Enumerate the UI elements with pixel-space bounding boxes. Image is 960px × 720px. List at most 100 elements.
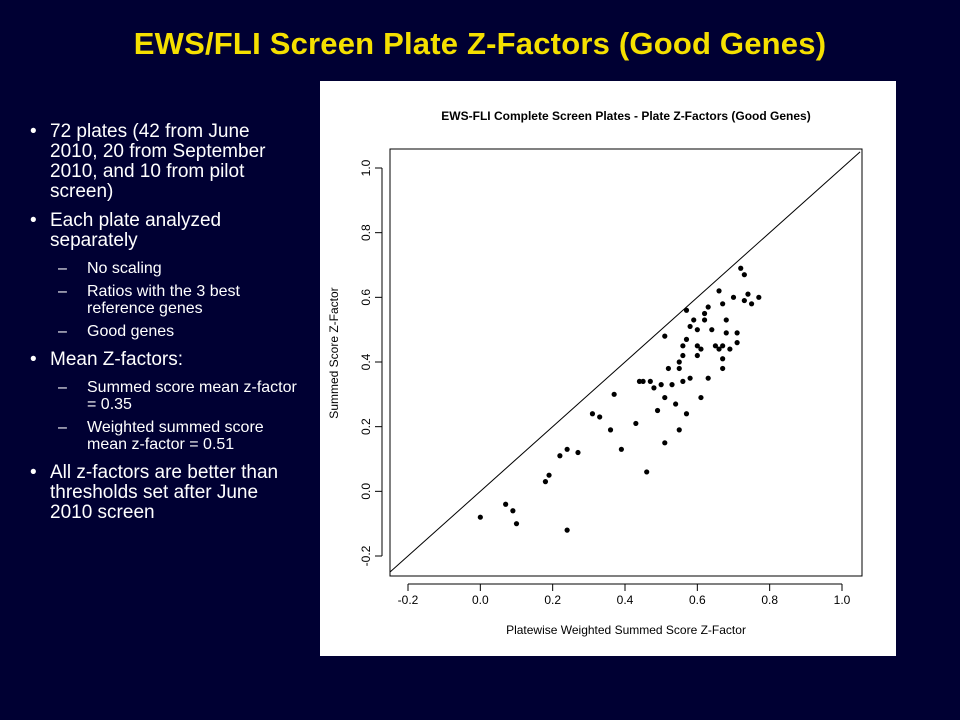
data-point bbox=[687, 323, 693, 330]
data-point bbox=[546, 472, 552, 478]
data-point bbox=[651, 385, 657, 391]
bullet-item: • Mean Z-factors: bbox=[30, 350, 302, 370]
data-point bbox=[723, 330, 729, 336]
sub-bullet-item: – No scaling bbox=[58, 260, 302, 277]
y-tick-label: 0.0 bbox=[359, 483, 373, 500]
chart-panel: EWS-FLI Complete Screen Plates - Plate Z… bbox=[320, 81, 896, 656]
data-point bbox=[720, 356, 726, 362]
x-tick-label: 0.8 bbox=[761, 593, 778, 607]
sub-bullet-item: – Summed score mean z-factor = 0.35 bbox=[58, 379, 302, 413]
data-point bbox=[691, 317, 697, 323]
data-point bbox=[712, 343, 719, 349]
sub-bullet-text: Weighted summed score mean z-factor = 0.… bbox=[87, 419, 264, 453]
y-tick-label: 0.2 bbox=[359, 418, 373, 435]
data-point bbox=[698, 394, 704, 401]
data-point bbox=[720, 343, 726, 349]
sub-bullet-marker: – bbox=[58, 379, 67, 396]
data-point bbox=[510, 508, 516, 514]
data-point bbox=[676, 365, 682, 372]
data-point bbox=[701, 310, 708, 317]
x-tick-label: 0.2 bbox=[544, 593, 561, 607]
data-point bbox=[513, 521, 520, 527]
chart-title: EWS-FLI Complete Screen Plates - Plate Z… bbox=[441, 109, 810, 123]
data-point bbox=[716, 288, 722, 294]
data-point bbox=[698, 346, 704, 352]
data-point bbox=[734, 340, 740, 346]
y-tick-label: 0.8 bbox=[359, 224, 373, 241]
bullet-text: Each plate analyzed separately bbox=[50, 210, 222, 251]
x-tick-label: 1.0 bbox=[834, 593, 851, 607]
sub-bullet-marker: – bbox=[58, 419, 67, 436]
sub-bullet-text: Ratios with the 3 best reference genes bbox=[87, 283, 240, 317]
data-point bbox=[694, 352, 700, 359]
data-point bbox=[575, 449, 581, 456]
y-tick-label: 1.0 bbox=[359, 159, 373, 176]
data-point bbox=[564, 446, 570, 452]
sub-bullet-marker: – bbox=[58, 283, 67, 300]
data-point bbox=[680, 343, 686, 349]
data-point bbox=[680, 352, 686, 359]
data-point bbox=[720, 365, 726, 372]
data-point bbox=[636, 378, 643, 384]
data-point bbox=[676, 359, 682, 365]
x-tick-label: 0.0 bbox=[472, 593, 489, 607]
bullet-text: All z-factors are better than thresholds… bbox=[50, 462, 279, 523]
data-point bbox=[618, 446, 624, 452]
data-point bbox=[723, 317, 729, 323]
plot-area-frame bbox=[389, 148, 863, 577]
data-point bbox=[720, 301, 726, 307]
data-point bbox=[705, 304, 711, 310]
data-point bbox=[716, 346, 722, 352]
sub-bullet-text: Good genes bbox=[87, 323, 175, 340]
data-point bbox=[633, 420, 639, 427]
data-point bbox=[680, 378, 686, 384]
data-point bbox=[662, 440, 668, 446]
data-point bbox=[673, 401, 679, 407]
data-point bbox=[542, 479, 549, 485]
data-point bbox=[564, 527, 570, 533]
data-point bbox=[683, 336, 690, 342]
data-point bbox=[741, 272, 747, 278]
bullet-marker: • bbox=[30, 462, 37, 483]
y-axis-label: Summed Score Z-Factor bbox=[327, 287, 341, 418]
data-point bbox=[611, 391, 617, 397]
data-point bbox=[662, 333, 668, 339]
data-point bbox=[694, 343, 700, 349]
data-point bbox=[640, 378, 646, 384]
sub-bullet-text: No scaling bbox=[87, 260, 162, 277]
y-tick-label: 0.6 bbox=[359, 289, 373, 306]
data-point bbox=[607, 427, 614, 433]
data-point bbox=[644, 469, 650, 475]
bullet-list: • 72 plates (42 from June 2010, 20 from S… bbox=[30, 122, 302, 532]
data-point bbox=[654, 407, 661, 414]
data-point bbox=[748, 301, 755, 307]
data-point bbox=[694, 327, 700, 333]
data-point bbox=[557, 453, 563, 459]
data-point bbox=[709, 327, 715, 333]
data-point bbox=[705, 375, 711, 381]
data-point bbox=[727, 346, 733, 352]
bullet-marker: • bbox=[30, 349, 37, 370]
y-tick-label: -0.2 bbox=[359, 545, 373, 566]
data-point bbox=[669, 382, 675, 388]
slide-title: EWS/FLI Screen Plate Z-Factors (Good Gen… bbox=[133, 26, 827, 61]
data-point bbox=[683, 411, 690, 417]
data-point bbox=[756, 294, 762, 300]
sub-bullet-marker: – bbox=[58, 323, 67, 340]
data-point bbox=[701, 317, 708, 323]
bullet-marker: • bbox=[30, 121, 37, 142]
x-tick-label: -0.2 bbox=[398, 593, 419, 607]
data-point bbox=[658, 382, 664, 388]
x-axis-label: Platewise Weighted Summed Score Z-Factor bbox=[506, 623, 746, 637]
data-point bbox=[665, 365, 671, 372]
sub-bullet-item: – Weighted summed score mean z-factor = 0… bbox=[58, 419, 302, 453]
identity-line bbox=[389, 151, 861, 573]
data-point bbox=[730, 294, 737, 300]
scatter-chart: EWS-FLI Complete Screen Plates - Plate Z… bbox=[327, 109, 863, 637]
bullet-item: • All z-factors are better than threshold… bbox=[30, 463, 302, 523]
data-point bbox=[738, 265, 744, 271]
y-tick-label: 0.4 bbox=[359, 353, 373, 370]
bullet-item: • Each plate analyzed separately bbox=[30, 211, 302, 251]
data-point bbox=[589, 411, 596, 417]
data-point bbox=[597, 414, 603, 420]
